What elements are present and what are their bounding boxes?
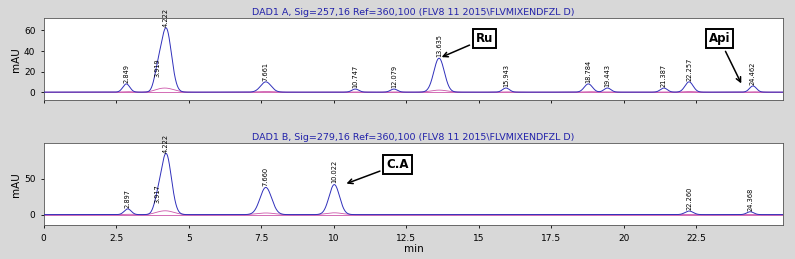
Text: 19.443: 19.443 xyxy=(604,64,611,87)
Text: 22.257: 22.257 xyxy=(686,57,692,81)
Y-axis label: mAU: mAU xyxy=(11,47,21,72)
Text: C.A: C.A xyxy=(348,158,409,184)
Title: DAD1 A, Sig=257,16 Ref=360,100 (FLV8 11 2015\FLVMIXENDFZL D): DAD1 A, Sig=257,16 Ref=360,100 (FLV8 11 … xyxy=(252,8,575,17)
Text: 10.747: 10.747 xyxy=(352,64,359,88)
Text: 24.368: 24.368 xyxy=(747,187,753,211)
Text: 2.897: 2.897 xyxy=(125,189,130,208)
Text: 13.635: 13.635 xyxy=(436,34,442,57)
X-axis label: min: min xyxy=(404,244,423,254)
Text: 18.784: 18.784 xyxy=(585,59,591,83)
Text: 10.022: 10.022 xyxy=(332,160,337,183)
Text: 7.660: 7.660 xyxy=(263,167,269,186)
Title: DAD1 B, Sig=279,16 Ref=360,100 (FLV8 11 2015\FLVMIXENDFZL D): DAD1 B, Sig=279,16 Ref=360,100 (FLV8 11 … xyxy=(252,133,575,142)
Text: 3.919: 3.919 xyxy=(154,58,161,76)
Text: 7.661: 7.661 xyxy=(263,62,269,81)
Text: 22.260: 22.260 xyxy=(686,186,692,210)
Y-axis label: mAU: mAU xyxy=(11,172,21,197)
Text: 24.462: 24.462 xyxy=(750,61,756,85)
Text: 4.222: 4.222 xyxy=(163,8,169,27)
Text: Ru: Ru xyxy=(443,32,493,57)
Text: 4.222: 4.222 xyxy=(163,133,169,153)
Text: 3.917: 3.917 xyxy=(154,185,161,203)
Text: Api: Api xyxy=(708,32,741,82)
Text: 12.079: 12.079 xyxy=(391,65,397,88)
Text: 21.387: 21.387 xyxy=(661,64,667,87)
Text: 15.943: 15.943 xyxy=(503,64,509,87)
Text: 2.849: 2.849 xyxy=(123,64,130,83)
